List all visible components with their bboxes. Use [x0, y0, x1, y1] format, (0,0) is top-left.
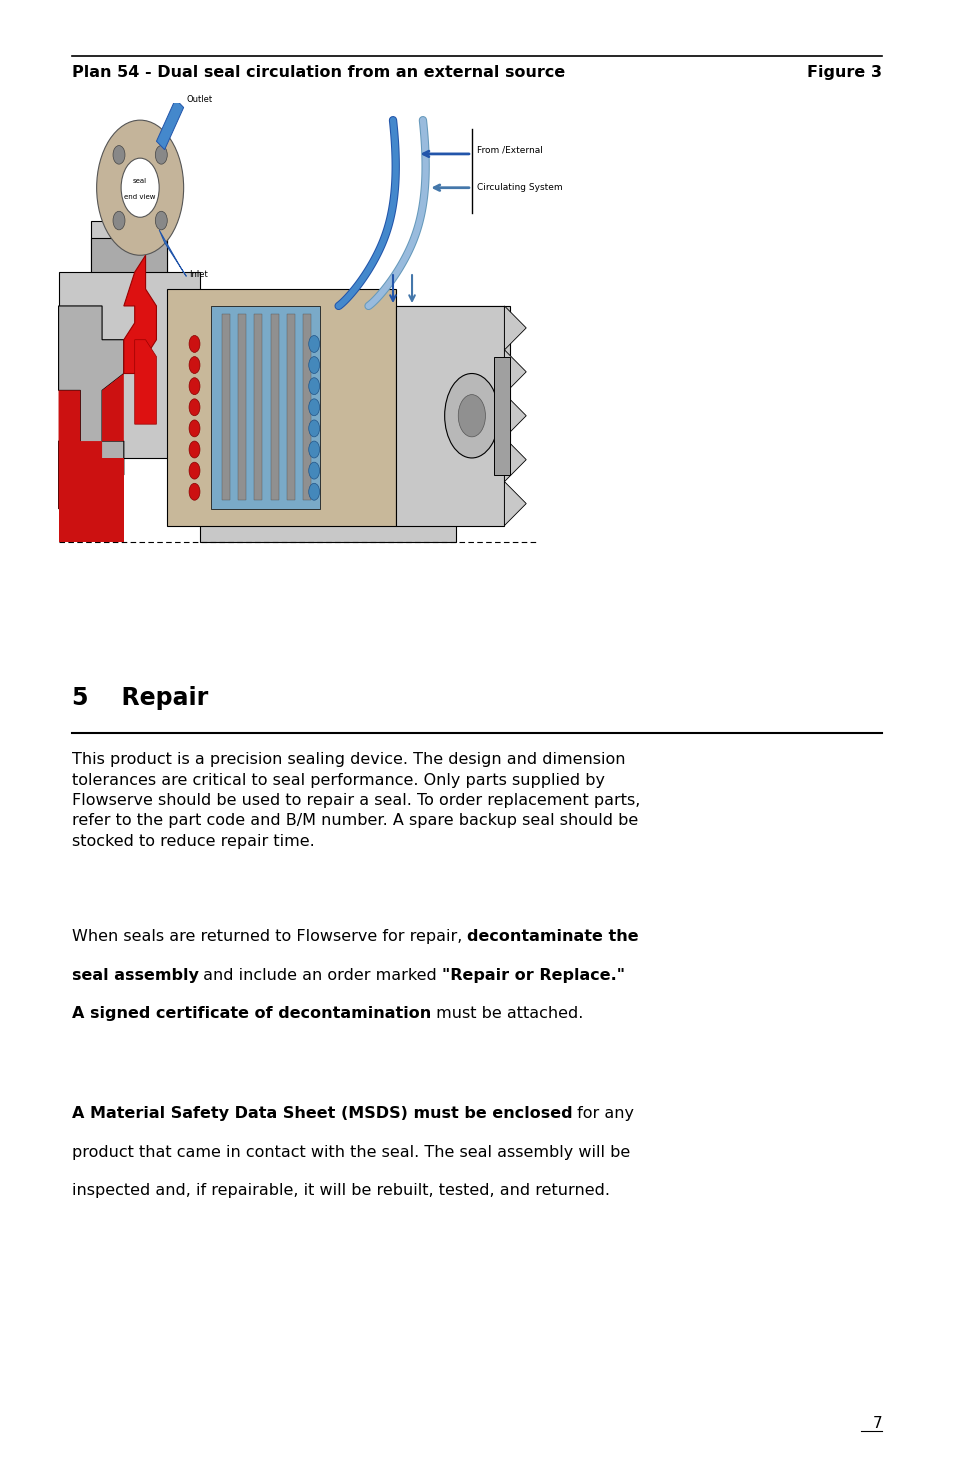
Circle shape — [309, 441, 319, 457]
Circle shape — [155, 146, 167, 164]
FancyBboxPatch shape — [395, 305, 504, 525]
Text: must be attached.: must be attached. — [431, 1006, 582, 1021]
Polygon shape — [124, 255, 156, 373]
Circle shape — [189, 357, 200, 373]
Circle shape — [457, 395, 485, 437]
Text: and include an order marked: and include an order marked — [198, 968, 442, 982]
Polygon shape — [58, 221, 509, 543]
Polygon shape — [58, 305, 124, 509]
Text: end view: end view — [124, 195, 155, 201]
Text: Inlet: Inlet — [189, 270, 208, 279]
Circle shape — [309, 357, 319, 373]
Text: inspected and, if repairable, it will be rebuilt, tested, and returned.: inspected and, if repairable, it will be… — [71, 1183, 609, 1198]
Circle shape — [444, 373, 498, 457]
FancyBboxPatch shape — [58, 457, 124, 543]
Polygon shape — [134, 339, 156, 425]
FancyBboxPatch shape — [303, 314, 311, 500]
Circle shape — [96, 119, 183, 255]
Circle shape — [189, 398, 200, 416]
Circle shape — [155, 211, 167, 230]
Text: decontaminate the: decontaminate the — [467, 929, 638, 944]
Text: Circulating System: Circulating System — [476, 183, 562, 192]
Text: A signed certificate of decontamination: A signed certificate of decontamination — [71, 1006, 431, 1021]
Text: Plan 54 - Dual seal circulation from an external source: Plan 54 - Dual seal circulation from an … — [71, 65, 564, 80]
Circle shape — [189, 484, 200, 500]
Text: Outlet: Outlet — [186, 94, 213, 103]
Text: A Material Safety Data Sheet (MSDS) must be enclosed: A Material Safety Data Sheet (MSDS) must… — [71, 1106, 572, 1121]
Text: 7: 7 — [872, 1416, 882, 1431]
Text: When seals are returned to Flowserve for repair,: When seals are returned to Flowserve for… — [71, 929, 467, 944]
Polygon shape — [504, 394, 526, 438]
Text: product that came in contact with the seal. The seal assembly will be: product that came in contact with the se… — [71, 1145, 629, 1159]
FancyBboxPatch shape — [271, 314, 278, 500]
FancyBboxPatch shape — [221, 314, 230, 500]
FancyBboxPatch shape — [91, 239, 167, 273]
Text: "Repair or Replace.": "Repair or Replace." — [442, 968, 624, 982]
Circle shape — [189, 441, 200, 457]
Text: seal: seal — [132, 178, 147, 184]
Circle shape — [309, 378, 319, 395]
FancyBboxPatch shape — [287, 314, 294, 500]
FancyBboxPatch shape — [167, 289, 395, 525]
Circle shape — [112, 146, 125, 164]
Circle shape — [121, 158, 159, 217]
Text: This product is a precision sealing device. The design and dimension
tolerances : This product is a precision sealing devi… — [71, 752, 639, 848]
Polygon shape — [159, 230, 186, 276]
Circle shape — [309, 398, 319, 416]
Text: Figure 3: Figure 3 — [806, 65, 882, 80]
FancyBboxPatch shape — [237, 314, 246, 500]
Circle shape — [309, 462, 319, 479]
Circle shape — [189, 378, 200, 395]
Circle shape — [189, 335, 200, 353]
Circle shape — [112, 211, 125, 230]
Polygon shape — [504, 305, 526, 350]
FancyBboxPatch shape — [254, 314, 262, 500]
Polygon shape — [58, 373, 124, 509]
Text: 5    Repair: 5 Repair — [71, 686, 208, 709]
Circle shape — [189, 420, 200, 437]
Text: From /External: From /External — [476, 145, 542, 155]
Circle shape — [309, 335, 319, 353]
Text: for any: for any — [572, 1106, 634, 1121]
FancyBboxPatch shape — [211, 305, 319, 509]
Circle shape — [189, 462, 200, 479]
Polygon shape — [504, 482, 526, 525]
Polygon shape — [504, 350, 526, 394]
Polygon shape — [156, 99, 183, 149]
Circle shape — [309, 420, 319, 437]
Polygon shape — [504, 438, 526, 482]
FancyBboxPatch shape — [493, 357, 509, 475]
Circle shape — [309, 484, 319, 500]
Text: seal assembly: seal assembly — [71, 968, 198, 982]
